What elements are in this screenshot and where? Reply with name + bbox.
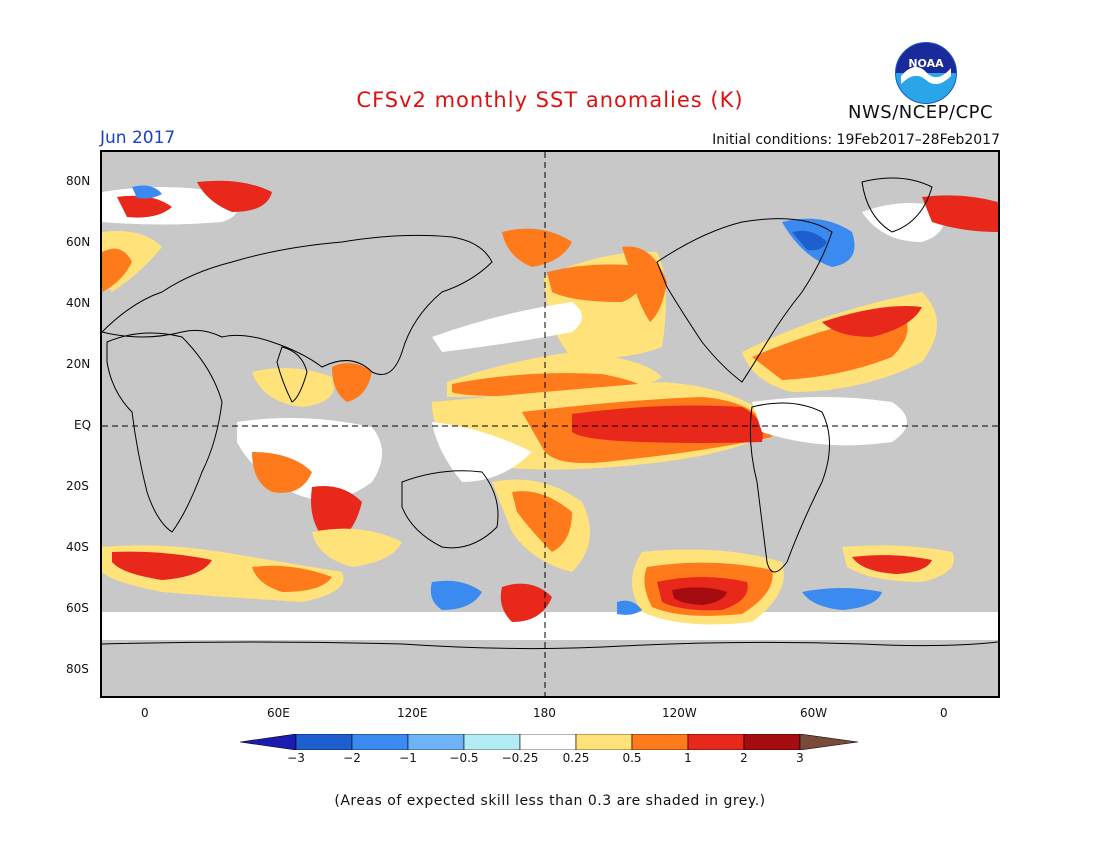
lat-label-40n: 40N	[66, 296, 91, 310]
coastlines	[102, 177, 998, 650]
colorbar-label-neg1: −1	[399, 751, 417, 765]
colorbar-label-2: 2	[740, 751, 748, 765]
lon-label-60e: 60E	[267, 706, 290, 720]
colorbar-label-05: 0.5	[622, 751, 642, 765]
noaa-logo-icon: NOAA	[895, 42, 957, 104]
noaa-logo-text: NOAA	[908, 57, 944, 70]
lon-label-120w: 120W	[662, 706, 697, 720]
map-title: CFSv2 monthly SST anomalies (K)	[356, 88, 744, 112]
colorbar-swatch-3	[407, 734, 465, 750]
agency-label: NWS/NCEP/CPC	[848, 102, 994, 123]
lon-label-60w: 60W	[800, 706, 828, 720]
colorbar-swatch-5	[519, 734, 577, 750]
arctic-anomaly	[102, 180, 572, 292]
colorbar-label-1: 1	[684, 751, 692, 765]
colorbar	[240, 734, 859, 750]
lat-label-40s: 40S	[66, 540, 89, 554]
colorbar-swatch-7	[631, 734, 689, 750]
lat-label-eq: EQ	[74, 418, 92, 432]
colorbar-swatch-8	[687, 734, 745, 750]
colorbar-label-025: 0.25	[562, 751, 590, 765]
skill-footnote: (Areas of expected skill less than 0.3 a…	[334, 793, 766, 809]
colorbar-label-neg05: −0.5	[449, 751, 479, 765]
indian-ocean-anomaly	[237, 363, 402, 567]
colorbar-swatch-2	[351, 734, 409, 750]
colorbar-swatch-9	[743, 734, 801, 750]
colorbar-label-neg2: −2	[343, 751, 361, 765]
lat-label-20n: 20N	[66, 357, 91, 371]
colorbar-label-neg025: −0.25	[501, 751, 539, 765]
lat-label-80s: 80S	[66, 662, 89, 676]
lon-label-0: 0	[141, 706, 149, 720]
lon-label-180: 180	[533, 706, 556, 720]
lat-label-80n: 80N	[66, 174, 91, 188]
colorbar-low-triangle	[240, 734, 297, 750]
lat-label-60s: 60S	[66, 601, 89, 615]
lat-label-60n: 60N	[66, 235, 91, 249]
colorbar-swatch-4	[463, 734, 521, 750]
north-atlantic-anomaly	[742, 195, 998, 446]
sst-anomaly-map	[100, 150, 1000, 698]
colorbar-label-3: 3	[796, 751, 804, 765]
colorbar-swatch-6	[575, 734, 633, 750]
initial-conditions-label: Initial conditions: 19Feb2017–28Feb2017	[712, 132, 1000, 148]
lon-label-0-east: 0	[940, 706, 948, 720]
equatorial-pacific-anomaly	[432, 382, 782, 482]
colorbar-high-triangle	[799, 734, 859, 750]
lon-label-120e: 120E	[397, 706, 428, 720]
map-canvas	[102, 152, 998, 696]
lat-label-20s: 20S	[66, 479, 89, 493]
colorbar-label-neg3: −3	[287, 751, 305, 765]
valid-month-label: Jun 2017	[100, 128, 176, 148]
south-pacific-anomaly	[492, 479, 784, 625]
southern-ocean-anomaly	[102, 545, 954, 610]
colorbar-swatch-1	[295, 734, 353, 750]
